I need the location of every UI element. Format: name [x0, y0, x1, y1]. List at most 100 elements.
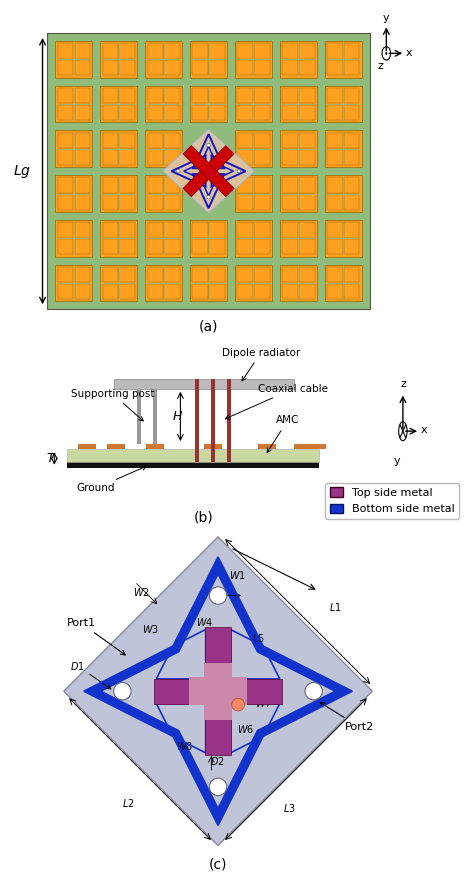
Bar: [254, 88, 270, 103]
Bar: [119, 178, 135, 193]
Bar: [114, 380, 294, 388]
Bar: [237, 88, 253, 103]
Bar: [299, 149, 315, 164]
Text: $D2$: $D2$: [210, 756, 225, 767]
Polygon shape: [186, 621, 250, 685]
Bar: [190, 41, 227, 77]
Polygon shape: [166, 132, 251, 211]
Bar: [325, 131, 362, 167]
Text: $D1$: $D1$: [70, 660, 111, 689]
Bar: [344, 178, 359, 193]
Bar: [299, 178, 315, 193]
Bar: [55, 220, 92, 257]
Polygon shape: [64, 537, 372, 845]
Bar: [102, 44, 118, 59]
Text: z: z: [401, 379, 407, 388]
Bar: [195, 380, 199, 462]
Bar: [192, 267, 208, 283]
Bar: [237, 239, 253, 254]
Bar: [299, 105, 315, 120]
Bar: [211, 380, 215, 462]
Bar: [119, 239, 135, 254]
Text: $W1$: $W1$: [229, 569, 246, 581]
Bar: [325, 175, 362, 212]
Bar: [190, 677, 246, 705]
Bar: [254, 105, 270, 120]
Bar: [146, 444, 164, 449]
Polygon shape: [178, 699, 258, 778]
Circle shape: [210, 587, 227, 605]
Bar: [280, 220, 317, 257]
Bar: [58, 149, 73, 164]
Bar: [254, 132, 270, 148]
Bar: [254, 60, 270, 76]
Polygon shape: [156, 703, 280, 825]
Bar: [235, 41, 272, 77]
Bar: [102, 194, 118, 210]
Circle shape: [176, 170, 180, 172]
Text: Ground: Ground: [76, 466, 146, 493]
Bar: [74, 284, 90, 299]
Bar: [237, 44, 253, 59]
Polygon shape: [183, 146, 234, 196]
Bar: [283, 105, 298, 120]
Circle shape: [305, 683, 322, 700]
Bar: [283, 149, 298, 164]
Bar: [192, 44, 208, 59]
Bar: [58, 132, 73, 148]
Bar: [344, 44, 359, 59]
Bar: [74, 60, 90, 76]
Polygon shape: [165, 701, 271, 806]
Bar: [299, 284, 315, 299]
Polygon shape: [84, 629, 206, 753]
Bar: [102, 149, 118, 164]
Text: $W4$: $W4$: [196, 616, 214, 629]
Bar: [147, 105, 163, 120]
Polygon shape: [228, 638, 334, 744]
Bar: [190, 220, 227, 257]
Polygon shape: [224, 659, 289, 724]
Circle shape: [114, 683, 131, 700]
Bar: [146, 220, 182, 257]
Bar: [237, 284, 253, 299]
Bar: [100, 175, 137, 212]
Bar: [102, 239, 118, 254]
Bar: [102, 222, 118, 237]
Circle shape: [207, 196, 210, 199]
Bar: [280, 85, 317, 123]
Bar: [146, 265, 182, 301]
Bar: [147, 178, 163, 193]
Bar: [204, 662, 232, 720]
Bar: [164, 105, 180, 120]
Bar: [237, 194, 253, 210]
Text: $H$: $H$: [173, 410, 183, 423]
Bar: [58, 60, 73, 76]
Bar: [119, 60, 135, 76]
Bar: [146, 41, 182, 77]
Text: $W6$: $W6$: [237, 723, 254, 735]
Bar: [235, 220, 272, 257]
Bar: [147, 267, 163, 283]
Bar: [119, 194, 135, 210]
Bar: [327, 222, 343, 237]
Bar: [58, 267, 73, 283]
Bar: [344, 132, 359, 148]
Bar: [204, 444, 222, 449]
Circle shape: [385, 52, 387, 55]
Bar: [280, 175, 317, 212]
Bar: [58, 194, 73, 210]
Bar: [119, 284, 135, 299]
Bar: [164, 60, 180, 76]
Bar: [164, 267, 180, 283]
Legend: Top side metal, Bottom side metal: Top side metal, Bottom side metal: [326, 483, 459, 519]
Text: x: x: [420, 425, 427, 435]
Bar: [299, 88, 315, 103]
Bar: [146, 175, 182, 212]
Text: $W9$: $W9$: [209, 746, 226, 758]
Circle shape: [399, 421, 407, 441]
Bar: [283, 44, 298, 59]
Bar: [254, 239, 270, 254]
Bar: [190, 85, 227, 123]
Bar: [227, 380, 231, 462]
Bar: [237, 132, 253, 148]
